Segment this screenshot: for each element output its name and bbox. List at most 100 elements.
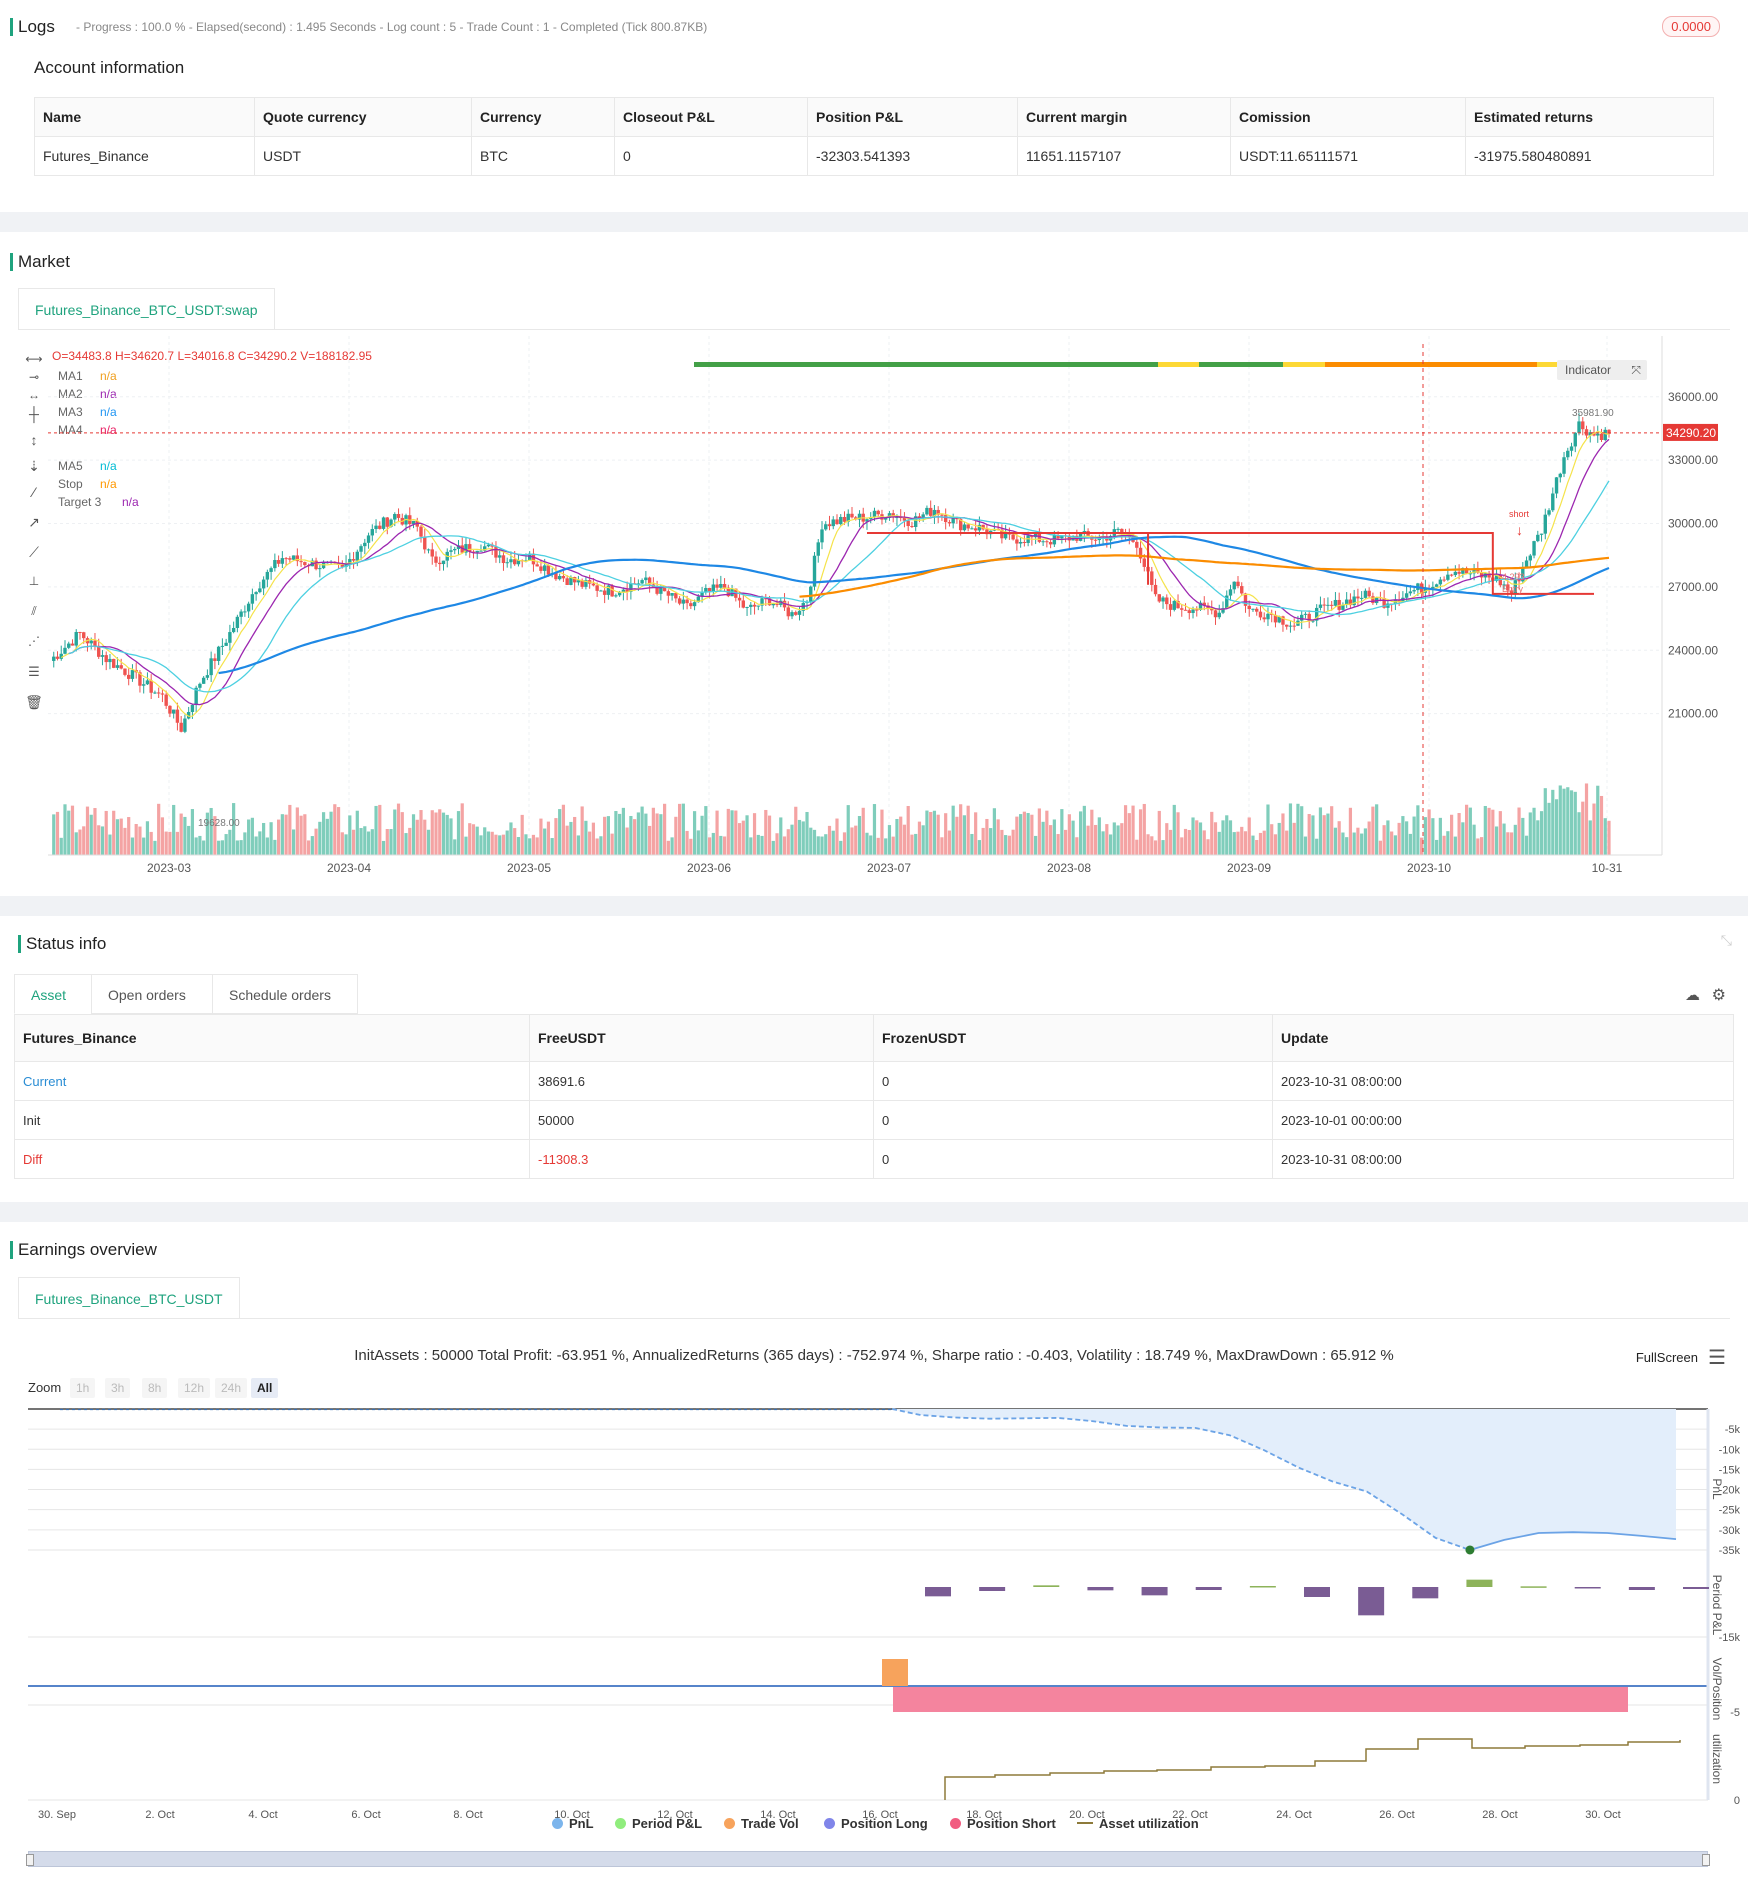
account-col-name: Name: [34, 97, 255, 137]
navigator-handle-right[interactable]: [1702, 1854, 1710, 1866]
fib-retracement-icon[interactable]: ☰: [28, 664, 40, 679]
asset-col-exchange: Futures_Binance: [14, 1014, 530, 1062]
candle-body: [288, 558, 292, 560]
volume-bar: [157, 803, 161, 855]
pnl-tick: -5k: [1725, 1424, 1741, 1436]
candle-body: [625, 589, 629, 592]
logs-badge[interactable]: 0.0000: [1662, 16, 1720, 37]
legend-period-pnl[interactable]: Period P&L: [615, 1816, 702, 1831]
legend-position-long[interactable]: Position Long: [824, 1816, 928, 1831]
volume-bar: [1168, 829, 1173, 855]
tab-divider: [18, 1318, 1730, 1319]
volume-bar: [1521, 817, 1525, 855]
trash-icon[interactable]: 🗑: [25, 694, 43, 710]
volume-bar: [142, 837, 146, 855]
arrow-line-icon[interactable]: ↗: [28, 514, 40, 530]
parallel-channel-icon[interactable]: ⫽: [31, 604, 37, 618]
price-tick: 21000.00: [1668, 707, 1718, 721]
volume-bar: [1131, 805, 1135, 855]
volume-bar: [1401, 816, 1405, 855]
zoom-all[interactable]: All: [251, 1378, 279, 1398]
candle-body: [572, 577, 577, 583]
candle-body: [183, 718, 187, 732]
volume-bar: [1011, 829, 1015, 855]
candle-body: [1371, 596, 1375, 604]
zoom-3h[interactable]: 3h: [105, 1378, 131, 1398]
time-tick: 2. Oct: [145, 1809, 174, 1821]
volume-bar: [985, 818, 989, 855]
trend-line-icon[interactable]: ⁄: [32, 484, 36, 500]
volume-bar: [1416, 805, 1420, 855]
volume-bar: [629, 815, 633, 855]
volume-bar: [771, 840, 775, 855]
extended-line-icon[interactable]: ↔: [28, 388, 40, 402]
volume-bar: [258, 831, 262, 855]
legend-ma3: MA3 n/a: [58, 403, 139, 421]
candle-body: [1303, 613, 1308, 615]
volume-bar: [977, 840, 982, 855]
volume-bar: [415, 819, 419, 855]
volume-bar: [816, 836, 820, 855]
tab-open-orders[interactable]: Open orders: [91, 974, 213, 1014]
volume-bar: [400, 812, 404, 855]
candle-body: [655, 587, 659, 594]
volume-bar: [752, 813, 757, 855]
period-bar: [1249, 1586, 1276, 1588]
volume-bar: [1307, 814, 1311, 855]
candle-body: [674, 593, 678, 599]
tab-asset[interactable]: Asset: [14, 974, 92, 1014]
candle-body: [1236, 581, 1240, 587]
earnings-chart[interactable]: -5k-10k-15k-20k-25k-30k-35kPnL-15kPeriod…: [0, 1405, 1748, 1885]
candle-body: [1509, 590, 1514, 594]
price-line-icon[interactable]: ⊥: [28, 574, 40, 588]
candlestick-chart[interactable]: 36000.00 33000.00 30000.00 27000.00 24000.00…: [0, 232, 1748, 896]
navigator[interactable]: [26, 1851, 1710, 1867]
tab-earnings-symbol[interactable]: Futures_Binance_BTC_USDT: [18, 1277, 240, 1319]
indicator-button[interactable]: Indicator ⤧: [1557, 360, 1647, 380]
fib-icon[interactable]: ⋰: [28, 634, 40, 648]
candle-body: [59, 653, 63, 659]
legend-ma2-name: MA2: [58, 387, 83, 401]
price-tick: 33000.00: [1668, 453, 1718, 467]
fullscreen-button[interactable]: FullScreen: [1636, 1350, 1698, 1365]
volume-bar: [265, 837, 269, 855]
settings-icon[interactable]: ⚙: [1711, 987, 1726, 1004]
horizontal-line-icon[interactable]: ⟷: [25, 352, 43, 366]
candle-body: [662, 586, 667, 592]
collapse-icon[interactable]: ⤡: [1720, 932, 1732, 948]
cross-line-icon[interactable]: ↕: [30, 432, 38, 448]
segment-icon[interactable]: ⟋: [29, 544, 39, 560]
volume-bar: [1015, 816, 1019, 855]
legend-ma4-name: MA4: [58, 423, 83, 437]
volume-bar: [314, 828, 318, 855]
download-icon[interactable]: ☁: [1685, 987, 1700, 1004]
legend-asset-util[interactable]: Asset utilization: [1077, 1816, 1199, 1831]
candle-body: [865, 519, 869, 522]
time-tick: 24. Oct: [1276, 1809, 1311, 1821]
zoom-24h[interactable]: 24h: [215, 1378, 248, 1398]
navigator-handle-left[interactable]: [26, 1854, 34, 1866]
legend-trade-vol[interactable]: Trade Vol: [724, 1816, 799, 1831]
zoom-1h[interactable]: 1h: [70, 1378, 96, 1398]
candle-body: [1243, 593, 1248, 606]
tab-schedule-orders[interactable]: Schedule orders: [212, 974, 358, 1014]
volume-bar: [438, 809, 442, 855]
volume-bar: [621, 807, 625, 855]
vertical-line-icon[interactable]: ┼: [29, 406, 39, 422]
legend-position-short[interactable]: Position Short: [950, 1816, 1056, 1831]
tab-market-symbol[interactable]: Futures_Binance_BTC_USDT:swap: [18, 288, 275, 330]
expand-icon[interactable]: ⤧: [1631, 363, 1641, 377]
period-tick: -15k: [1719, 1632, 1741, 1644]
ray-icon[interactable]: ⇣: [28, 458, 40, 474]
zoom-12h[interactable]: 12h: [178, 1378, 211, 1398]
panel-label-period: Period P&L: [1710, 1575, 1724, 1636]
zoom-8h[interactable]: 8h: [142, 1378, 168, 1398]
legend-pnl[interactable]: PnL: [552, 1816, 594, 1831]
volume-bar: [254, 836, 258, 855]
horizontal-ray-icon[interactable]: ⊸: [28, 370, 40, 384]
volume-bar: [1240, 826, 1244, 855]
candle-body: [123, 668, 127, 675]
volume-bar: [247, 819, 251, 855]
volume-bar: [1326, 813, 1330, 855]
menu-icon[interactable]: ☰: [1708, 1347, 1726, 1369]
